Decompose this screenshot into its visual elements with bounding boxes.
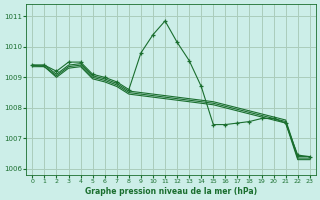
X-axis label: Graphe pression niveau de la mer (hPa): Graphe pression niveau de la mer (hPa)	[85, 187, 257, 196]
